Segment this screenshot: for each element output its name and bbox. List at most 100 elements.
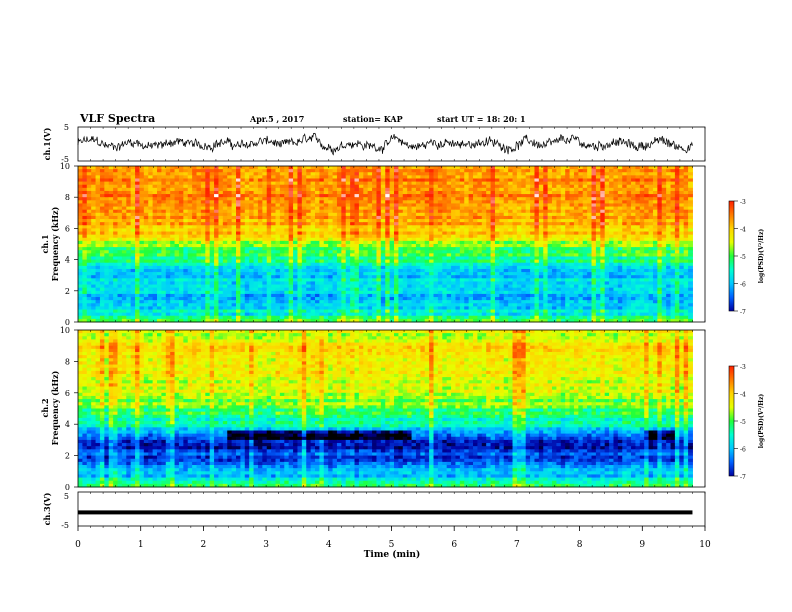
spectrogram-cell — [429, 215, 435, 220]
spectrogram-cell — [244, 234, 250, 239]
spectrogram-cell — [534, 244, 540, 248]
spectrogram-cell — [130, 231, 136, 236]
spectrogram-cell — [552, 222, 557, 226]
spectrogram-cell — [257, 256, 263, 261]
spectrogram-cell — [446, 265, 452, 270]
spectrogram-cell — [209, 200, 215, 204]
spectrogram-cell — [661, 225, 667, 229]
spectrogram-cell — [661, 175, 667, 179]
spectrogram-cell — [587, 253, 593, 257]
spectrogram-cell — [117, 215, 123, 220]
spectrogram-cell — [310, 175, 316, 179]
spectrogram-cell — [165, 262, 171, 267]
spectrogram-cell — [130, 203, 136, 208]
spectrogram-cell — [319, 262, 325, 267]
spectrogram-cell — [530, 184, 535, 189]
spectrogram-cell — [161, 228, 167, 233]
spectrogram-cell — [604, 206, 610, 211]
spectrogram-cell — [266, 166, 272, 170]
spectrogram-cell — [648, 212, 654, 217]
spectrogram-cell — [455, 222, 461, 226]
spectrogram-cell — [376, 228, 382, 233]
spectrogram-cell — [135, 209, 140, 214]
spectrogram-cell — [367, 178, 373, 183]
spectrogram-cell — [187, 212, 193, 217]
spectrogram-cell — [683, 231, 689, 236]
spectrogram-cell — [433, 231, 439, 236]
spectrogram-cell — [139, 190, 145, 195]
spectrogram-cell — [253, 212, 259, 217]
spectrogram-cell — [674, 184, 680, 189]
spectrogram-cell — [420, 169, 426, 173]
spectrogram-cell — [631, 206, 636, 211]
spectrogram-cell — [609, 190, 614, 195]
spectrogram-cell — [310, 253, 316, 257]
spectrogram-cell — [560, 215, 566, 220]
spectrogram-cell — [257, 253, 263, 257]
spectrogram-cell — [139, 181, 145, 186]
spectrogram-cell — [372, 190, 377, 195]
spectrogram-cell — [336, 265, 342, 270]
spectrogram-cell — [385, 206, 391, 211]
spectrogram-cell — [253, 175, 259, 179]
spectrogram-cell — [231, 172, 237, 176]
spectrogram-cell — [170, 166, 176, 170]
spectrogram-cell — [556, 203, 562, 208]
spectrogram-cell — [420, 231, 426, 236]
spectrogram-cell — [86, 256, 92, 261]
spectrogram-cell — [266, 172, 272, 176]
spectrogram-cell — [279, 265, 285, 270]
spectrogram-cell — [236, 187, 241, 192]
spectrogram-cell — [402, 253, 408, 257]
spectrogram-cell — [547, 169, 553, 173]
spectrogram-cell — [446, 197, 452, 201]
spectrogram-cell — [433, 219, 439, 223]
spectrogram-cell — [578, 203, 584, 208]
spectrogram-cell — [380, 181, 386, 186]
spectrogram-cell — [376, 225, 382, 229]
spectrogram-cell — [398, 250, 404, 254]
spectrogram-cell — [389, 262, 395, 267]
spectrogram-cell — [622, 206, 628, 211]
spectrogram-cell — [407, 209, 413, 214]
spectrogram-cell — [178, 194, 184, 198]
spectrogram-cell — [99, 197, 105, 201]
spectrogram-cell — [165, 203, 171, 208]
spectrogram-cell — [622, 268, 628, 273]
spectrogram-cell — [200, 175, 206, 179]
spectrogram-cell — [345, 240, 351, 245]
spectrogram-cell — [200, 206, 206, 211]
spectrogram-cell — [297, 272, 303, 276]
spectrogram-cell — [508, 234, 514, 239]
spectrogram-cell — [139, 209, 145, 214]
spectrogram-cell — [560, 222, 566, 226]
spectrogram-cell — [297, 184, 303, 189]
spectrogram-cell — [222, 272, 228, 276]
spectrogram-cell — [244, 206, 250, 211]
spectrogram-cell — [530, 237, 535, 242]
spectrogram-cell — [240, 215, 246, 220]
spectrogram-cell — [104, 237, 110, 242]
spectrogram-cell — [521, 228, 527, 233]
spectrogram-cell — [600, 265, 606, 270]
spectrogram-cell — [178, 206, 184, 211]
spectrogram-cell — [113, 209, 118, 214]
spectrogram-cell — [530, 219, 535, 223]
spectrogram-cell — [429, 244, 435, 248]
spectrogram-cell — [631, 265, 636, 270]
spectrogram-cell — [552, 181, 557, 186]
spectrogram-cell — [284, 225, 290, 229]
spectrogram-cell — [301, 222, 307, 226]
spectrogram-cell — [218, 203, 224, 208]
spectrogram-cell — [622, 215, 628, 220]
spectrogram-cell — [477, 212, 483, 217]
spectrogram-cell — [569, 272, 575, 276]
spectrogram-cell — [126, 234, 132, 239]
spectrogram-cell — [512, 175, 518, 179]
spectrogram-cell — [552, 203, 557, 208]
spectrogram-cell — [363, 212, 369, 217]
spectrogram-cell — [402, 203, 408, 208]
spectrogram-cell — [609, 222, 614, 226]
spectrogram-cell — [468, 184, 474, 189]
spectrogram-cell — [626, 250, 632, 254]
